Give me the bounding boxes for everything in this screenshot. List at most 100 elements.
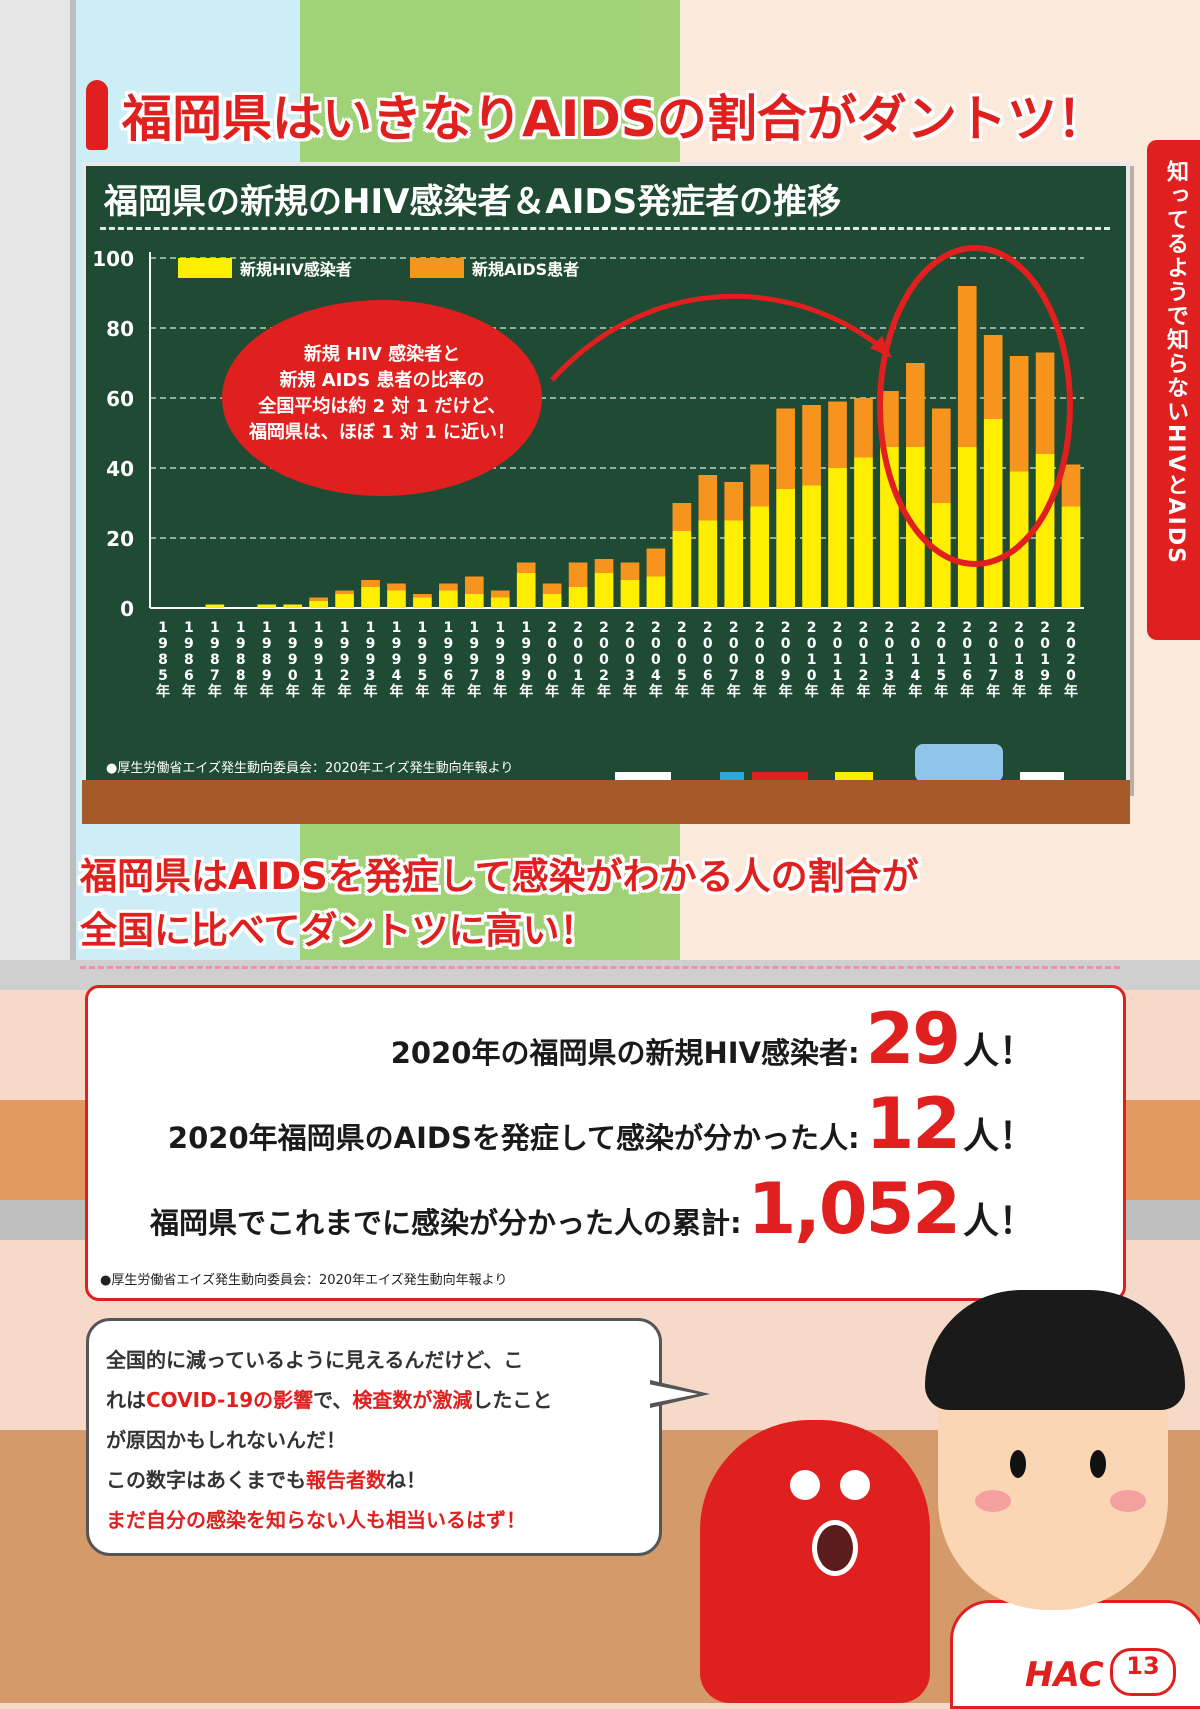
bubble-line-4: この数字はあくまでも報告者数ね！ [106,1464,426,1493]
page-number: 13 [1126,1652,1160,1680]
bar-aids [931,408,951,503]
bar-hiv [464,594,484,608]
condom-icon [86,80,108,150]
bar-hiv [828,468,847,608]
bar-hiv [1035,454,1055,608]
bar-aids [1035,352,1055,454]
bar-aids [542,583,562,594]
bar-aids [594,559,614,573]
bar-hiv [335,594,354,608]
bar-aids [698,475,718,521]
y-tick-label: 0 [120,597,134,621]
callout-text: 新規 AIDS 患者の比率の [279,369,484,391]
bubble-line-5: まだ自分の感染を知らない人も相当いるはず！ [106,1508,526,1532]
headline-text: 福岡県はいきなりAIDSの割合がダントツ！ [122,90,1107,148]
boy-cheek-right [1110,1490,1146,1512]
y-tick-label: 20 [106,527,134,551]
bubble-text: ね！ [386,1468,426,1492]
side-tab [1147,140,1200,640]
bar-hiv [776,489,795,608]
bar-hiv [361,587,380,608]
callout-text: 福岡県は、ほぼ 1 対 1 に近い！ [248,421,515,443]
bar-aids [880,391,899,447]
bar-aids [490,590,510,598]
bar-aids [750,464,770,507]
mascot-mouth [812,1520,858,1576]
y-tick-label: 60 [106,387,134,411]
page-number-badge [1110,1648,1176,1696]
stat-cumulative: 福岡県でこれまでに感染が分かった人の累計: 1,052 人！ [150,1168,1035,1250]
bar-hiv [205,604,225,608]
callout-text: 全国平均は約 2 対 1 だけど、 [257,395,505,417]
bar-aids [568,562,588,587]
boy-hair [925,1290,1185,1410]
legend-label-aids: 新規AIDS患者 [472,260,579,279]
bar-hiv [490,597,510,608]
bar-aids [361,580,380,587]
bubble-text: したこと [472,1388,553,1412]
stat-unit: 人！ [962,1116,1035,1157]
mascot-eye-left [790,1470,820,1500]
stats-box: 2020年の福岡県の新規HIV感染者: 29 人！ 2020年福岡県のAIDSを… [85,985,1126,1301]
legend-swatch-aids [410,258,464,278]
legend-swatch-hiv [178,258,232,278]
stat-unit: 人！ [962,1031,1035,1072]
chalkboard [82,162,1130,792]
bar-hiv [983,419,1003,608]
chart-title: 福岡県の新規のHIV感染者＆AIDS発症者の推移 [104,182,842,222]
stat-new-aids: 2020年福岡県のAIDSを発症して感染が分かった人: 12 人！ [168,1083,1035,1165]
subhead-line-2: 全国に比べてダントツに高い！ [80,909,597,952]
bar-aids [1009,356,1029,472]
bar-aids [776,408,795,489]
boy-eye-right [1090,1450,1106,1478]
eraser-icon [915,744,1003,782]
chalk-white-2 [1020,772,1064,781]
y-tick-label: 100 [92,247,134,271]
callout-bubble [222,300,542,496]
bar-aids [516,562,536,573]
bar-hiv [257,604,277,608]
bar-aids [646,548,666,577]
stat-value: 29 [865,998,961,1080]
bar-aids [439,583,458,591]
bubble-text: れは [106,1388,146,1412]
stat-new-hiv: 2020年の福岡県の新規HIV感染者: 29 人！ [391,998,1035,1080]
stat-label: 福岡県でこれまでに感染が分かった人の累計: [149,1206,742,1240]
bar-hiv [413,597,432,608]
callout-arrow [550,293,884,382]
stat-label: 2020年の福岡県の新規HIV感染者: [390,1036,860,1070]
bar-aids [957,286,977,447]
bar-hiv [646,576,666,608]
bar-hiv [698,520,718,608]
bar-hiv [516,573,536,608]
mascot-eye-right [840,1470,870,1500]
y-tick-label: 40 [106,457,134,481]
bar-aids [309,597,328,601]
background-window-frame [0,0,76,960]
